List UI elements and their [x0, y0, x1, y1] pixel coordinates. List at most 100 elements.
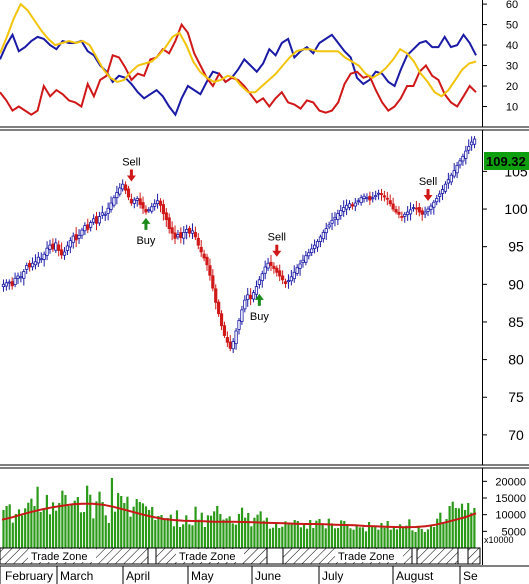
volume-bar	[318, 519, 321, 548]
volume-bar	[265, 517, 268, 548]
candle	[251, 289, 256, 303]
candle	[336, 209, 340, 225]
volume-bar	[299, 527, 303, 548]
candle	[13, 272, 17, 288]
candle	[339, 204, 343, 220]
candle	[161, 199, 165, 221]
candle	[173, 225, 177, 245]
volume-bar	[336, 528, 340, 548]
candle	[452, 163, 456, 179]
candle	[217, 299, 221, 317]
candle	[123, 181, 128, 195]
candle	[214, 284, 218, 310]
volume-bar	[163, 518, 166, 548]
volume-bar	[67, 506, 70, 548]
candle	[121, 179, 125, 192]
volume-bar	[402, 527, 405, 548]
candle	[260, 270, 264, 288]
volume-bar	[79, 512, 83, 548]
volume-bar	[457, 508, 461, 548]
volume-bar	[439, 512, 442, 548]
volume-bar	[333, 528, 337, 548]
candle	[19, 271, 23, 283]
volume-tick-label: 15000	[495, 493, 526, 505]
volume-moving-average-line	[1, 502, 477, 529]
volume-bar	[398, 524, 402, 548]
candle	[394, 205, 398, 215]
candle	[51, 238, 55, 252]
volume-bar	[377, 529, 380, 548]
candle	[289, 269, 293, 286]
buy-label: Buy	[136, 235, 155, 247]
volume-bar	[138, 502, 141, 548]
volume-bar	[343, 521, 346, 548]
candle	[25, 262, 29, 275]
candle	[365, 193, 369, 202]
candle	[278, 264, 282, 282]
volume-bar	[55, 510, 58, 548]
volume-bar	[374, 525, 377, 548]
candle	[182, 226, 186, 245]
volume-bar	[309, 520, 312, 548]
candle	[141, 196, 145, 214]
candle	[455, 161, 459, 179]
volume-panel: 20000 15000 10000 5000 x10000	[0, 467, 529, 565]
volume-bar	[467, 503, 470, 548]
volume-bar	[117, 493, 120, 548]
volume-bar	[206, 515, 210, 548]
candle	[219, 310, 224, 331]
candle	[310, 243, 314, 257]
candle	[202, 249, 206, 262]
volume-bar	[194, 506, 197, 548]
volume-bar	[51, 502, 55, 548]
volume-bar	[169, 514, 172, 548]
volume-bar	[411, 530, 414, 548]
volume-bar	[141, 503, 145, 548]
volume-bar	[17, 509, 21, 548]
volume-bar	[302, 525, 306, 548]
candle	[292, 265, 296, 283]
price-tick-label: 75	[508, 389, 524, 405]
volume-bar	[346, 525, 349, 548]
sell-signal: Sell	[268, 232, 286, 257]
candle	[295, 264, 299, 276]
candle	[379, 188, 384, 201]
candle	[167, 213, 171, 234]
candle	[301, 254, 305, 268]
candle	[281, 270, 285, 285]
volume-tick-label: 5000	[502, 526, 526, 538]
candle	[7, 279, 11, 290]
candle	[362, 193, 366, 203]
candle	[225, 331, 229, 347]
volume-bar	[386, 521, 389, 548]
volume-bar	[73, 500, 76, 548]
buy-label: Buy	[250, 311, 269, 323]
candle	[429, 203, 433, 215]
volume-bar	[132, 506, 135, 548]
trade-zone-label: Trade Zone	[31, 551, 87, 563]
volume-bar	[166, 518, 169, 548]
volume-bar	[237, 514, 241, 548]
volume-bar	[58, 503, 61, 548]
candle	[266, 257, 270, 271]
volume-bar	[433, 527, 436, 548]
candle	[109, 196, 113, 213]
candle	[144, 205, 148, 215]
volume-bar	[48, 514, 52, 548]
last-price-badge	[484, 152, 529, 170]
candle	[138, 192, 142, 209]
volume-bar	[203, 527, 206, 548]
volume-bar	[219, 514, 222, 548]
candle	[391, 197, 395, 212]
candle	[190, 223, 195, 240]
volume-bar	[113, 511, 117, 548]
candle	[57, 240, 61, 257]
volume-bar	[436, 518, 439, 548]
candle	[368, 191, 372, 205]
candle	[406, 206, 410, 221]
volume-bar	[154, 520, 157, 548]
volume-bar	[367, 522, 371, 548]
candle	[92, 214, 96, 225]
candle	[443, 181, 448, 194]
osc-tick-label: 40	[506, 40, 518, 52]
